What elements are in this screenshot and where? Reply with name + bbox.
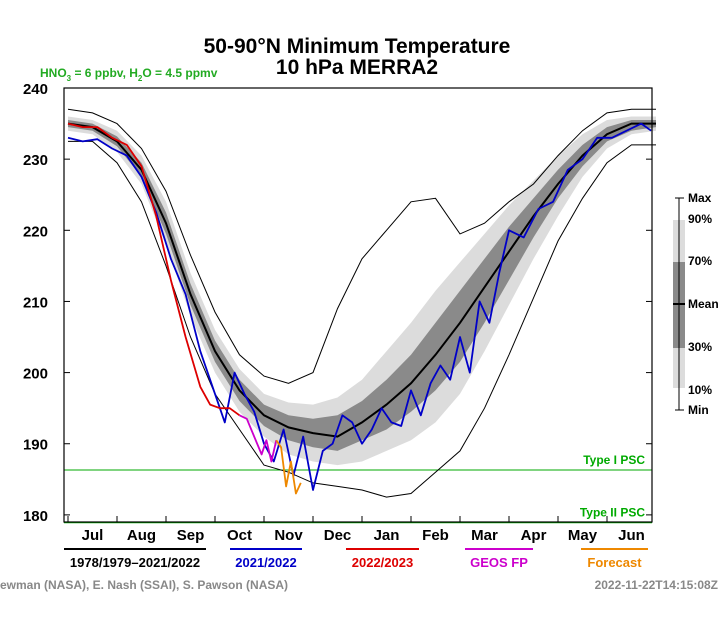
y-tick-label-210: 210 — [23, 294, 48, 311]
x-tick-label-nov: Nov — [274, 527, 303, 544]
legend-label-1: 1978/1979–2021/2022 — [70, 555, 200, 570]
x-tick-label-dec: Dec — [324, 527, 352, 544]
credits-timestamp: 2022-11-22T14:15:08Z — [595, 578, 718, 592]
legend-label-4: GEOS FP — [470, 555, 528, 570]
side-legend-p10: 10% — [688, 383, 712, 397]
x-tick-label-oct: Oct — [227, 527, 252, 544]
psc-label-2: Type II PSC — [580, 506, 645, 520]
data-lines — [67, 108, 656, 498]
y-tick-label-220: 220 — [23, 223, 48, 240]
plot-frame — [63, 87, 653, 523]
chart-title-line1: 50-90°N Minimum Temperature — [204, 35, 511, 58]
y-tick-label-190: 190 — [23, 437, 48, 454]
side-legend-max: Max — [688, 191, 712, 205]
chemistry-note: HNO3 = 6 ppbv, H2O = 4.5 ppmv — [40, 66, 218, 83]
credits-authors: ewman (NASA), E. Nash (SSAI), S. Pawson … — [0, 578, 288, 592]
x-tick-label-jun: Jun — [618, 527, 645, 544]
y-tick-label-230: 230 — [23, 152, 48, 169]
side-legend-mean: Mean — [688, 297, 719, 311]
climatology-mean-line — [67, 122, 656, 438]
x-tick-label-apr: Apr — [521, 527, 547, 544]
x-tick-label-aug: Aug — [127, 527, 156, 544]
x-tick-label-jul: Jul — [82, 527, 104, 544]
x-tick-label-sep: Sep — [177, 527, 205, 544]
y-tick-label-240: 240 — [23, 81, 48, 98]
bottom-legend: 1978/1979–2021/2022 2021/2022 2022/2023 GEO… — [64, 548, 648, 570]
series-line-1 — [67, 122, 652, 491]
side-legend-p30: 30% — [688, 340, 712, 354]
legend-label-2: 2021/2022 — [235, 555, 296, 570]
side-legend-p70: 70% — [688, 254, 712, 268]
psc-label-1: Type I PSC — [583, 453, 645, 467]
side-legend-min: Min — [688, 403, 709, 417]
series-line-2 — [67, 122, 241, 417]
y-tick-label-180: 180 — [23, 508, 48, 525]
legend-label-5: Forecast — [587, 555, 642, 570]
x-tick-label-jan: Jan — [374, 527, 400, 544]
climatology-max-line — [67, 108, 656, 384]
x-tick-label-may: May — [568, 527, 598, 544]
psc-lines: Type I PSC Type II PSC — [64, 453, 652, 524]
series-line-4 — [275, 439, 302, 495]
chart-title-line2: 10 hPa MERRA2 — [276, 56, 438, 79]
x-tick-label-mar: Mar — [471, 527, 498, 544]
y-tick-label-200: 200 — [23, 366, 48, 383]
legend-label-3: 2022/2023 — [352, 555, 413, 570]
side-legend-p90: 90% — [688, 212, 712, 226]
x-axis: Jul Aug Sep Oct Nov Dec Jan Feb Mar Apr May Jun — [67, 516, 645, 544]
series-line-3 — [239, 414, 278, 463]
climatology-min-line — [68, 140, 656, 498]
x-tick-label-feb: Feb — [422, 527, 449, 544]
side-legend: Max 90% 70% Mean 30% 10% Min — [673, 191, 719, 417]
y-axis: 180 190 200 210 220 230 240 — [23, 81, 652, 525]
